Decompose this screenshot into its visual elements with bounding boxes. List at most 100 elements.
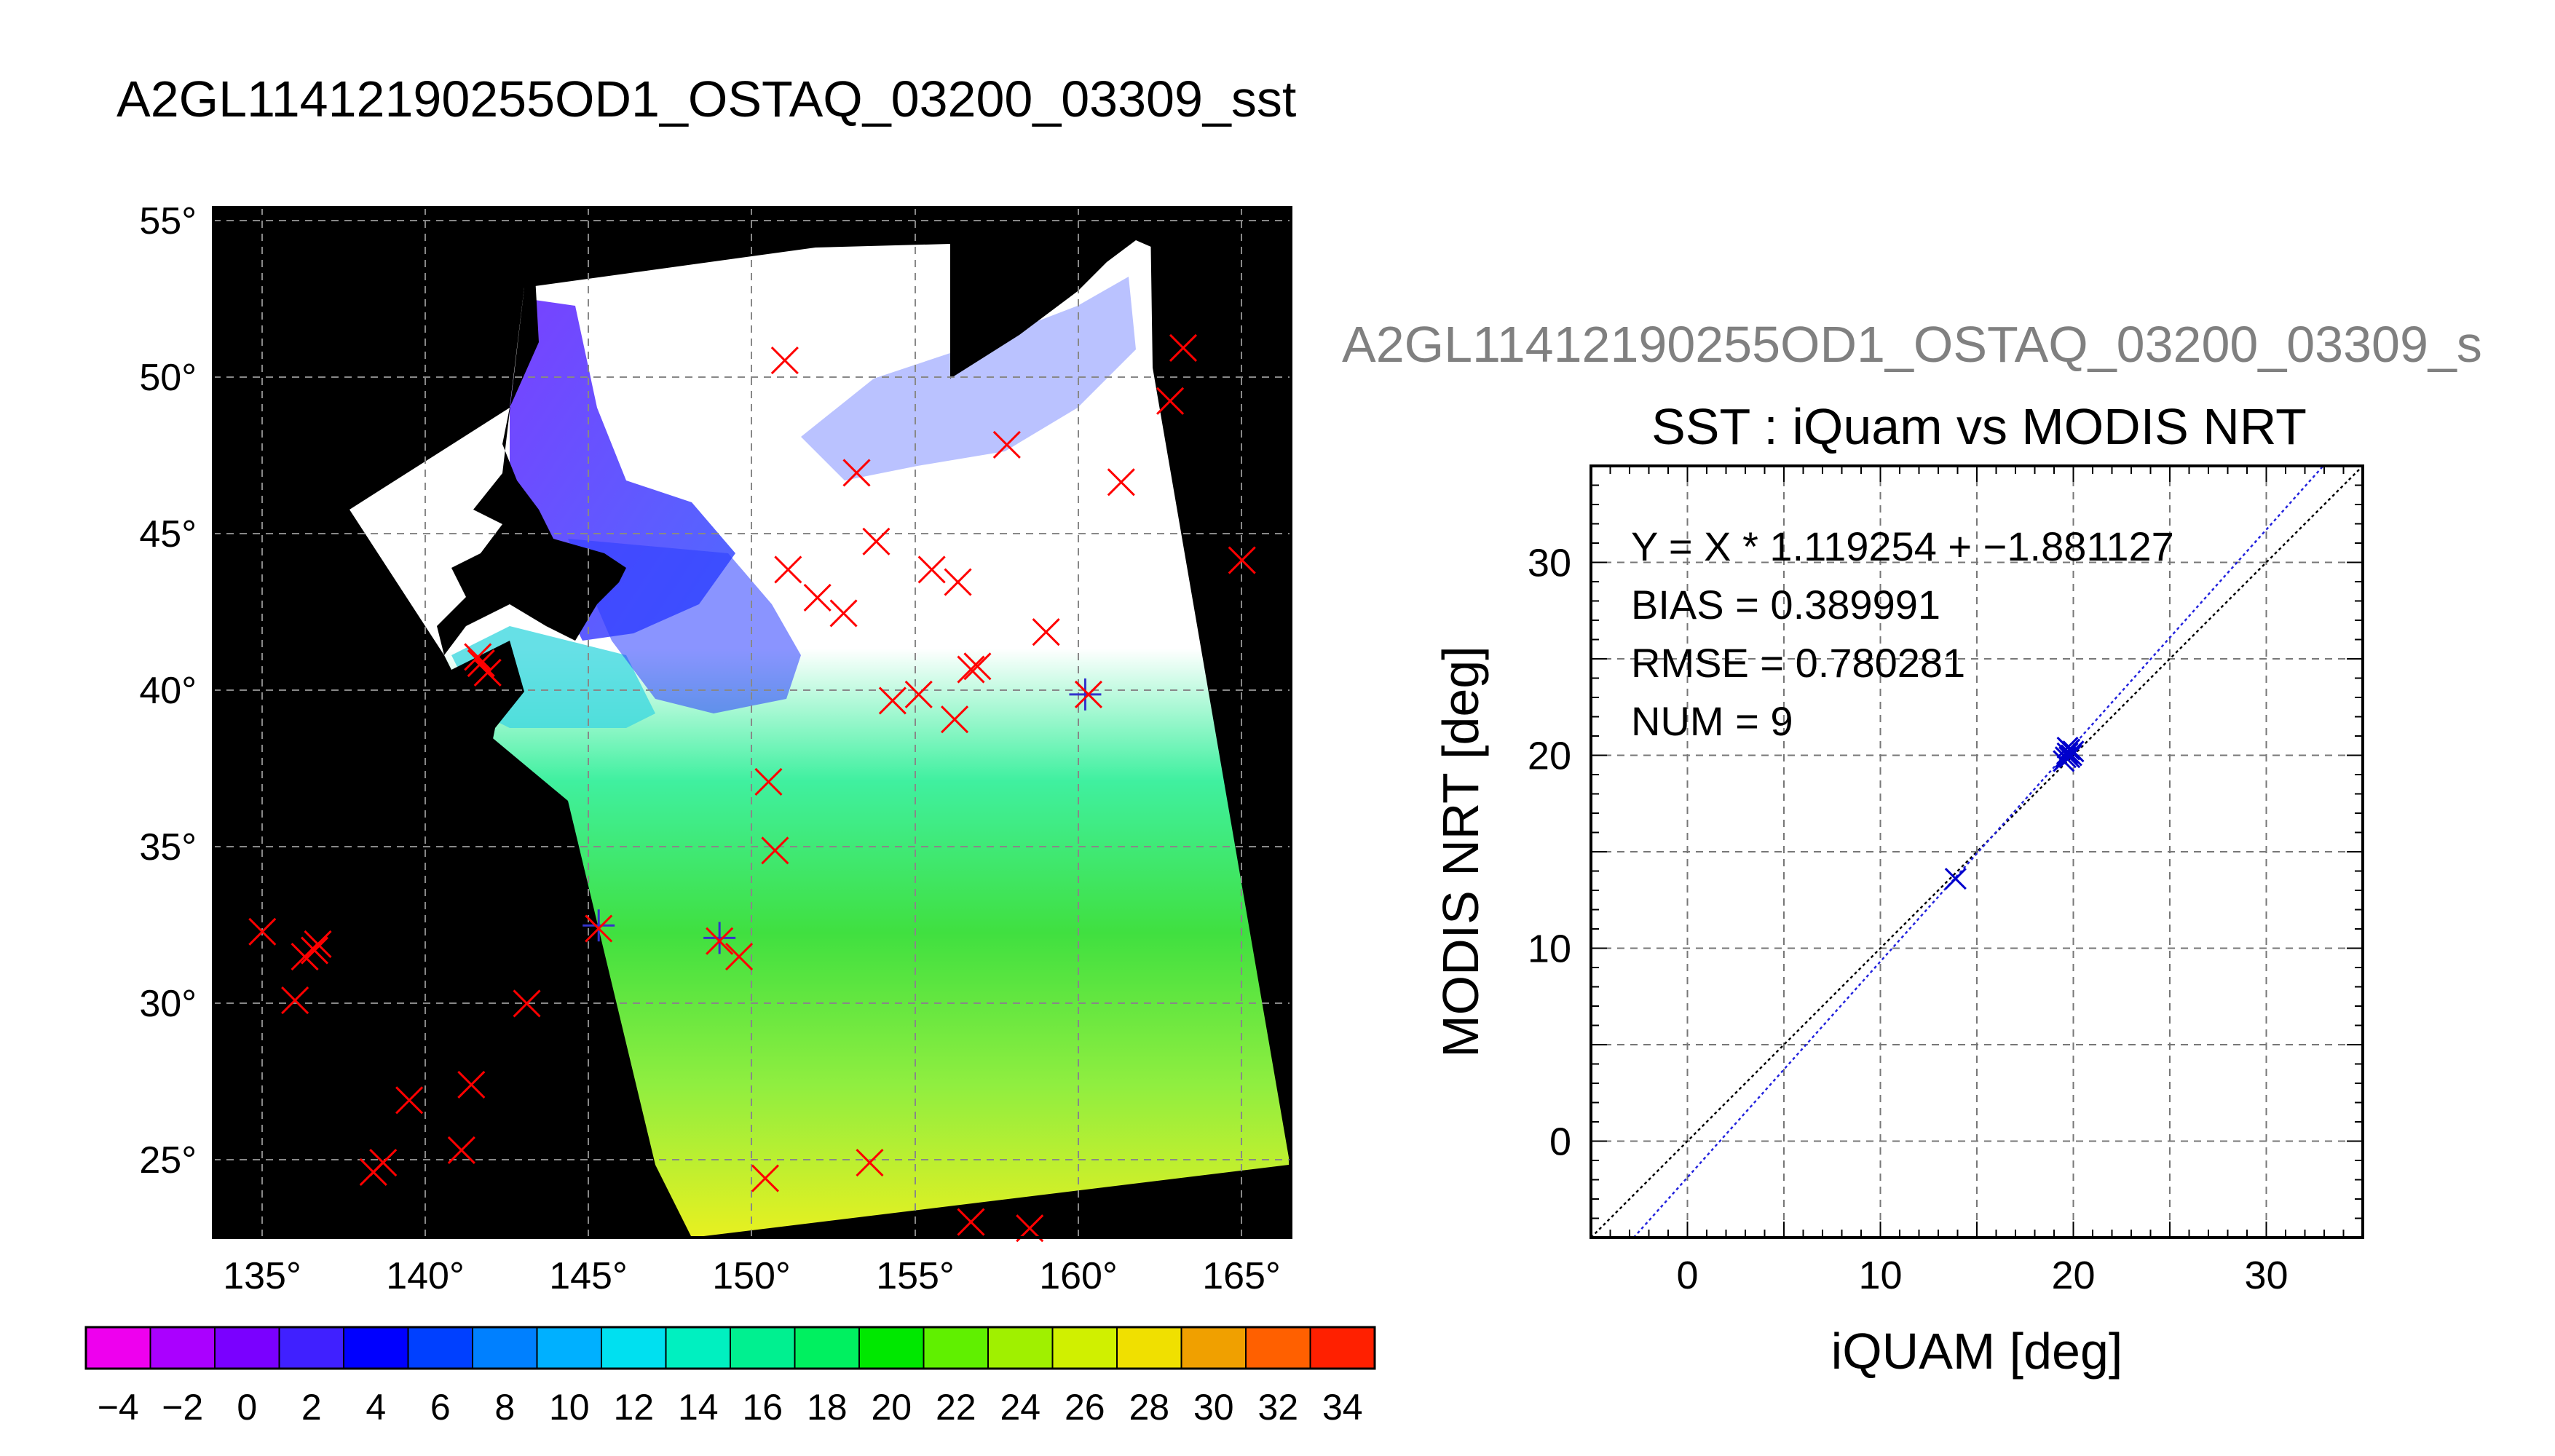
colorbar-tick-label: −2: [162, 1387, 203, 1428]
buoy-marker-red: [1074, 680, 1103, 708]
buoy-marker-red: [447, 1136, 475, 1165]
buoy-markers: [248, 333, 1256, 1243]
lat-label: 45°: [139, 513, 197, 555]
buoy-marker-red: [1156, 387, 1185, 415]
buoy-marker-red: [957, 1208, 985, 1236]
cold-water-north: [801, 277, 1136, 480]
colorbar-cell: [344, 1327, 408, 1369]
colorbar-cell: [859, 1327, 924, 1369]
colorbar-cell: [1052, 1327, 1118, 1369]
colorbar-cell: [408, 1327, 473, 1369]
lat-label: 55°: [139, 200, 197, 242]
buoy-marker-red: [957, 655, 985, 684]
colorbar-cell: [1117, 1327, 1182, 1369]
buoy-marker-red: [770, 347, 799, 375]
colorbar-cell: [730, 1327, 795, 1369]
colorbar-cell: [988, 1327, 1053, 1369]
buoy-marker-red: [940, 705, 969, 734]
sst-map: 55° 50° 45° 40° 35° 30° 25° 135° 140° 14…: [139, 200, 1292, 1297]
colorbar-cell: [473, 1327, 537, 1369]
colorbar-cell: [601, 1327, 666, 1369]
buoy-marker-red: [1107, 468, 1135, 496]
buoy-marker-red: [856, 1149, 884, 1177]
land-kamchatka: [950, 222, 1153, 379]
buoy-marker-red: [300, 936, 329, 965]
buoy-marker-red: [473, 658, 502, 687]
lat-label: 30°: [139, 983, 197, 1025]
buoy-marker-red: [1169, 333, 1198, 363]
colorbar-tick-label: 18: [807, 1387, 848, 1428]
rmse-value: RMSE = 0.780281: [1631, 640, 1965, 686]
colorbar-tick-label: 26: [1065, 1387, 1105, 1428]
buoy-marker-red: [706, 927, 734, 955]
buoy-marker-red: [803, 583, 832, 612]
buoy-marker-red: [917, 555, 946, 584]
buoy-marker-red: [774, 555, 802, 584]
scatter-frame: [1590, 464, 2364, 1239]
colorbar-tick-label: 22: [936, 1387, 976, 1428]
buoy-marker-blue: [583, 909, 615, 942]
colorbar-tick-label: 30: [1193, 1387, 1234, 1428]
colorbar-cells: [86, 1327, 1375, 1369]
colorbar-cell: [794, 1327, 860, 1369]
lon-label: 160°: [1039, 1255, 1118, 1297]
buoy-marker-red: [878, 687, 907, 715]
scatter-overflow-title: A2GL11412190255OD1_OSTAQ_03200_03309_s: [1342, 316, 2482, 373]
lat-label: 25°: [139, 1139, 197, 1182]
cold-water-band: [568, 539, 801, 713]
colorbar-cell: [923, 1327, 989, 1369]
buoy-marker-red: [585, 914, 613, 943]
buoy-marker-red: [963, 652, 992, 681]
colorbar-tick-label: 14: [678, 1387, 719, 1428]
buoy-marker-red: [1032, 618, 1060, 646]
bias-value: BIAS = 0.389991: [1631, 582, 1940, 628]
scatter-point: [2062, 740, 2085, 763]
fit-equation: Y = X * 1.119254 + −1.881127: [1631, 523, 2174, 569]
num-value: NUM = 9: [1631, 698, 1793, 744]
colorbar-tick-label: 12: [613, 1387, 654, 1428]
buoy-marker-blue: [703, 922, 736, 954]
y-tick-label: 30: [1528, 542, 1571, 585]
buoy-marker-red: [281, 986, 309, 1015]
colorbar-tick-label: 20: [871, 1387, 912, 1428]
scatter-points: [1944, 736, 2085, 890]
colorbar-tick-label: 24: [1000, 1387, 1040, 1428]
buoy-marker-red: [1228, 546, 1256, 574]
colorbar-tick-label: 0: [237, 1387, 257, 1428]
map-gridlines: [213, 207, 1291, 1238]
buoy-marker-red: [829, 599, 858, 628]
scatter-lines: [1590, 465, 2364, 1238]
x-tick-label: 20: [2051, 1254, 2095, 1297]
colorbar-tick-label: 28: [1129, 1387, 1169, 1428]
colorbar-tick-label: 2: [301, 1387, 322, 1428]
lat-label: 40°: [139, 670, 197, 712]
lat-label: 35°: [139, 826, 197, 869]
colorbar-tick-label: 34: [1322, 1387, 1363, 1428]
sst-colorbar: −4 −2 0 2 4 6 8 10 12 14 16 18 20 22 24 26 28 30 32 34: [84, 1326, 1376, 1428]
scatter-xlabel: iQUAM [deg]: [1831, 1323, 2123, 1380]
scatter-gridlines: [1591, 466, 2363, 1238]
colorbar-tick-label: 8: [494, 1387, 515, 1428]
latitude-labels: 55° 50° 45° 40° 35° 30° 25°: [139, 200, 197, 1182]
colorbar-cell: [1310, 1327, 1375, 1369]
lon-label: 150°: [712, 1255, 791, 1297]
lat-label: 50°: [139, 357, 197, 399]
colorbar-tick-label: 4: [366, 1387, 386, 1428]
buoy-marker-blue: [1069, 678, 1102, 711]
map-title: A2GL11412190255OD1_OSTAQ_03200_03309_sst: [117, 71, 1296, 127]
land-honshu: [320, 641, 524, 910]
buoy-marker-red: [751, 1164, 780, 1192]
buoy-marker-red: [754, 767, 783, 796]
buoy-marker-red: [761, 836, 789, 865]
scatter-tick-labels: 0 10 20 30 0 10 20 30: [1528, 542, 2289, 1298]
colorbar-tick-label: 6: [430, 1387, 451, 1428]
colorbar-cell: [150, 1327, 216, 1369]
buoy-marker-red: [395, 1086, 424, 1115]
colorbar-tick-label: −4: [98, 1387, 139, 1428]
colorbar-tick-label: 32: [1257, 1387, 1298, 1428]
map-frame: [212, 206, 1292, 1239]
x-tick-label: 10: [1858, 1254, 1902, 1297]
fit-line: [1632, 465, 2324, 1238]
colorbar-cell: [1181, 1327, 1247, 1369]
y-tick-label: 10: [1528, 927, 1571, 971]
